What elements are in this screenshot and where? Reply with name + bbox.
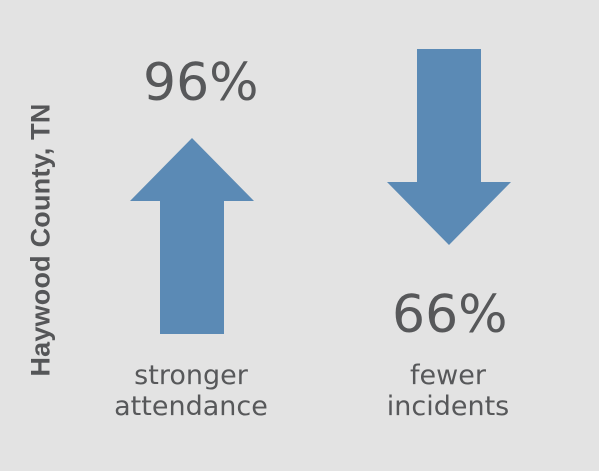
incidents-label-line-2: incidents — [386, 391, 510, 422]
arrow-down-icon — [387, 49, 511, 245]
attendance-label-line-2: attendance — [114, 391, 268, 422]
side-title: Haywood County, TN — [25, 103, 56, 377]
attendance-label: stronger attendance — [91, 360, 291, 422]
attendance-label-line-1: stronger — [134, 360, 248, 391]
incidents-label-line-1: fewer — [410, 360, 486, 391]
arrow-up-icon — [130, 138, 254, 334]
incidents-label: fewer incidents — [348, 360, 548, 422]
attendance-percentage: 96% — [143, 53, 259, 113]
incidents-percentage: 66% — [392, 285, 508, 345]
